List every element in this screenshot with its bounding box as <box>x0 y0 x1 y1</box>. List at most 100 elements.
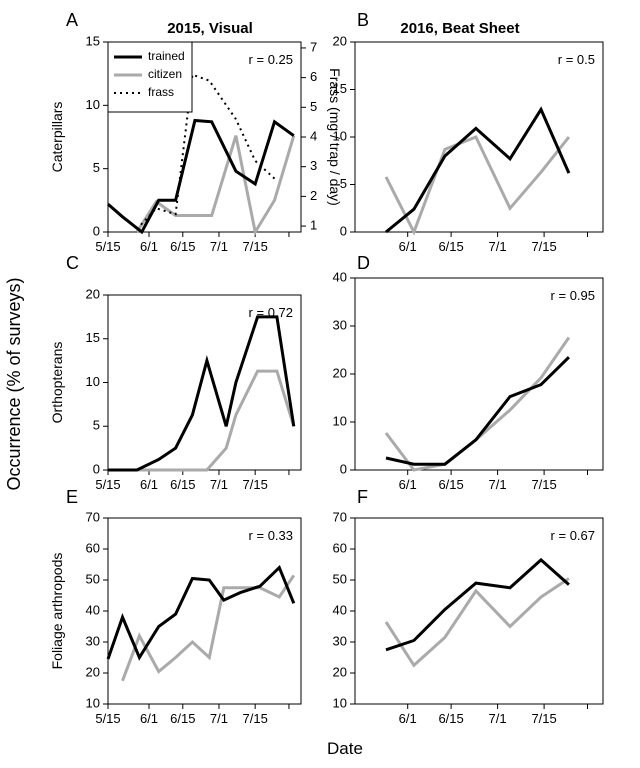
panel-letter: F <box>357 487 368 507</box>
y-axis-label: Foliage arthropods <box>49 553 65 670</box>
correlation-label: r = 0.5 <box>558 52 595 67</box>
panel-b: B 0 5 10 15 20 6/1 6/15 7/1 7/15 r = 0.5 <box>333 10 604 254</box>
x-tick-label: 7/15 <box>243 477 268 492</box>
y-tick-label: 60 <box>86 540 100 555</box>
y2-tick-label: 7 <box>310 39 317 54</box>
y-tick-label: 20 <box>333 365 347 380</box>
y-tick-label: 10 <box>86 374 100 389</box>
series-line-trained <box>108 315 296 472</box>
column-title-right: 2016, Beat Sheet <box>400 20 519 37</box>
y-tick-label: 30 <box>333 633 347 648</box>
panel-letter: B <box>357 10 369 30</box>
panel-letter: E <box>66 487 78 507</box>
x-tick-label: 6/15 <box>170 711 195 726</box>
y-tick-label: 0 <box>93 461 100 476</box>
x-tick-label: 6/1 <box>140 477 158 492</box>
y-tick-label: 30 <box>333 317 347 332</box>
y-tick-label: 20 <box>333 664 347 679</box>
series-line-trained <box>107 118 295 235</box>
x-tick-label: 7/1 <box>489 477 507 492</box>
y-tick-label: 15 <box>333 81 347 96</box>
y-tick-label: 0 <box>93 223 100 238</box>
y2-axis-label: Frass (mg / trap / day) <box>327 68 343 206</box>
y2-tick-label: 5 <box>310 99 317 114</box>
legend-label-frass: frass <box>148 85 174 99</box>
y-tick-label: 40 <box>333 602 347 617</box>
panel-f: F 10 20 30 40 50 60 70 6/1 6/15 7/1 7/15 r = 0.67 <box>333 487 604 726</box>
y-tick-label: 40 <box>333 269 347 284</box>
series-line-trained <box>385 356 570 466</box>
x-tick-label: 6/15 <box>438 239 463 254</box>
y-tick-label: 20 <box>333 33 347 48</box>
figure-ylabel: Occurrence (% of surveys) <box>4 277 24 490</box>
x-tick-label: 7/15 <box>243 239 268 254</box>
plot-frame <box>354 517 604 705</box>
y-axis-label: Orthopterans <box>49 342 65 424</box>
series-line-citizen <box>136 369 296 472</box>
correlation-label: r = 0.25 <box>249 52 293 67</box>
x-tick-label: 6/1 <box>399 477 417 492</box>
x-tick-label: 7/1 <box>489 239 507 254</box>
x-tick-label: 7/1 <box>210 239 228 254</box>
y-tick-label: 10 <box>333 695 347 710</box>
y-tick-label: 0 <box>340 223 347 238</box>
y-tick-label: 70 <box>333 509 347 524</box>
y-tick-label: 15 <box>86 33 100 48</box>
y2-tick-label: 4 <box>310 128 317 143</box>
legend-label-trained: trained <box>148 49 185 63</box>
correlation-label: r = 0.95 <box>551 288 595 303</box>
y2-tick-label: 6 <box>310 69 317 84</box>
figure-xlabel: Date <box>327 739 363 758</box>
x-tick-label: 7/15 <box>531 477 556 492</box>
y-tick-label: 10 <box>333 413 347 428</box>
x-tick-label: 7/15 <box>531 711 556 726</box>
y2-tick-label: 2 <box>310 188 317 203</box>
y-tick-label: 50 <box>86 571 100 586</box>
series-line-trained <box>385 106 571 234</box>
plot-frame <box>354 41 604 233</box>
plot-frame <box>107 517 302 705</box>
y-tick-label: 50 <box>333 571 347 586</box>
legend-label-citizen: citizen <box>148 67 182 81</box>
x-tick-label: 5/15 <box>95 239 120 254</box>
y-tick-label: 10 <box>86 695 100 710</box>
x-tick-label: 6/15 <box>170 239 195 254</box>
correlation-label: r = 0.67 <box>551 528 595 543</box>
x-tick-label: 5/15 <box>95 711 120 726</box>
y-tick-label: 30 <box>86 633 100 648</box>
panel-letter: C <box>66 253 79 273</box>
x-tick-label: 6/15 <box>438 477 463 492</box>
y-tick-label: 10 <box>333 128 347 143</box>
correlation-label: r = 0.33 <box>249 528 293 543</box>
column-title-left: 2015, Visual <box>167 20 253 37</box>
y2-tick-label: 1 <box>310 218 317 233</box>
series-line-citizen <box>384 336 571 472</box>
series-line-trained <box>106 564 296 661</box>
x-tick-label: 6/15 <box>438 711 463 726</box>
x-tick-label: 6/1 <box>399 239 417 254</box>
x-tick-label: 6/1 <box>140 239 158 254</box>
plot-frame <box>107 294 302 471</box>
x-tick-label: 5/15 <box>95 477 120 492</box>
x-tick-label: 6/1 <box>140 711 158 726</box>
y-tick-label: 60 <box>333 540 347 555</box>
y-tick-label: 5 <box>93 160 100 175</box>
y-tick-label: 40 <box>86 602 100 617</box>
x-tick-label: 7/15 <box>531 239 556 254</box>
series-line-citizen <box>121 574 296 682</box>
y-tick-label: 0 <box>340 461 347 476</box>
series-line-citizen <box>135 135 296 237</box>
x-tick-label: 6/15 <box>170 477 195 492</box>
y-tick-label: 5 <box>93 418 100 433</box>
panel-e: E 10 20 30 40 50 60 70 5/15 6/1 6/15 7/1 7/15 Foliage… <box>49 487 302 726</box>
panel-letter: D <box>357 253 370 273</box>
x-tick-label: 7/15 <box>243 711 268 726</box>
x-tick-label: 6/1 <box>399 711 417 726</box>
y-tick-label: 70 <box>86 509 100 524</box>
y-tick-label: 5 <box>340 176 347 191</box>
series-line-citizen <box>384 577 570 668</box>
